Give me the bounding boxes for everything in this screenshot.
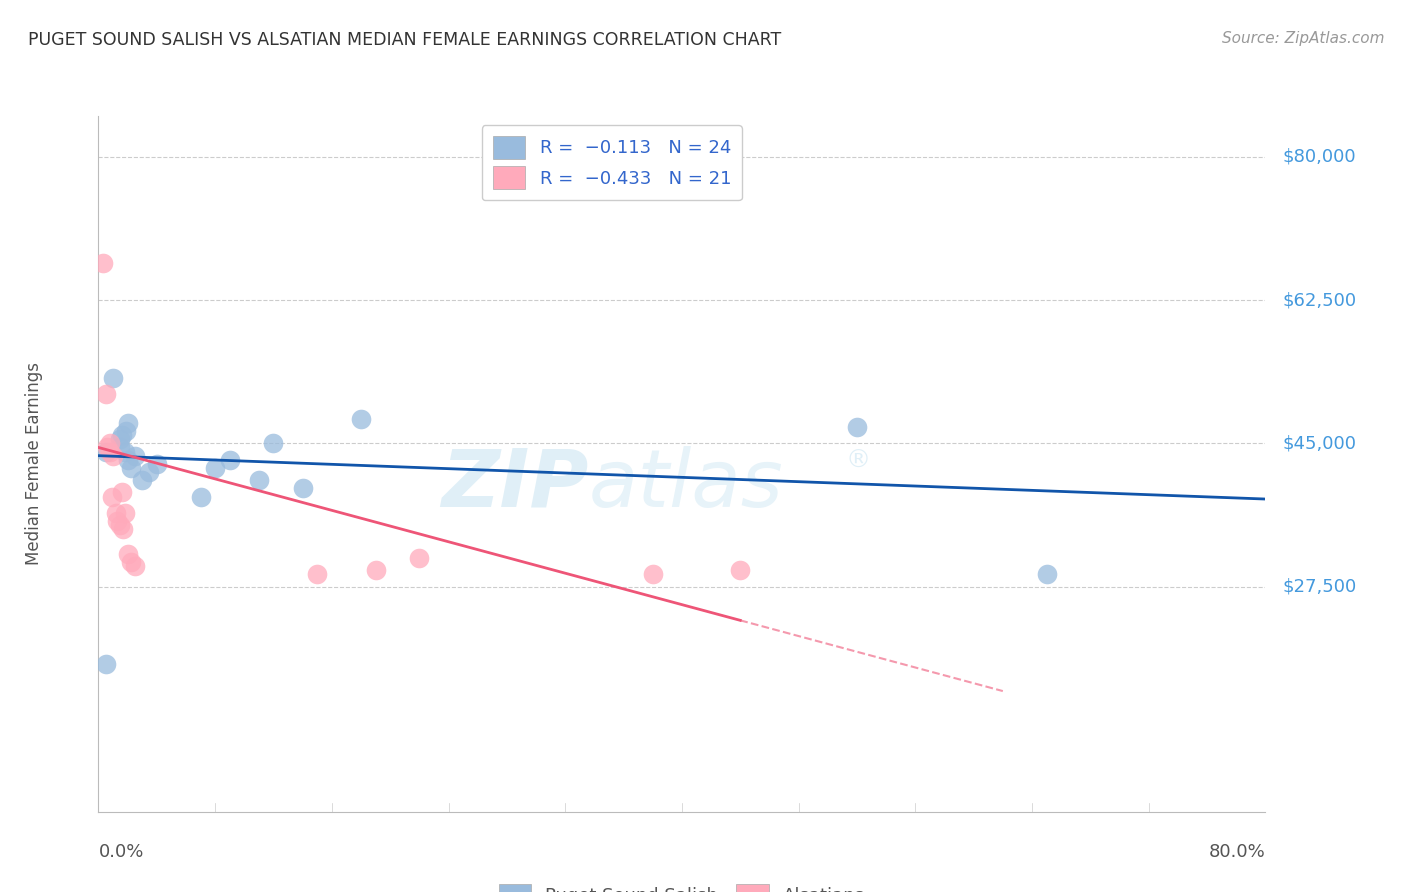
Text: $62,500: $62,500 <box>1282 291 1357 310</box>
Point <box>408 551 430 566</box>
Point <box>728 563 751 577</box>
Point <box>101 371 124 385</box>
Point <box>104 506 127 520</box>
Point <box>110 441 132 455</box>
Text: ®: ® <box>845 449 870 473</box>
Point <box>131 473 153 487</box>
Point <box>262 436 284 450</box>
Legend: Puget Sound Salish, Alsatians: Puget Sound Salish, Alsatians <box>488 873 876 892</box>
Text: atlas: atlas <box>589 446 783 524</box>
Text: 80.0%: 80.0% <box>1209 843 1265 861</box>
Point <box>117 547 139 561</box>
Point <box>120 555 142 569</box>
Point <box>111 428 134 442</box>
Text: Source: ZipAtlas.com: Source: ZipAtlas.com <box>1222 31 1385 46</box>
Point <box>98 436 121 450</box>
Text: ZIP: ZIP <box>441 446 589 524</box>
Text: $27,500: $27,500 <box>1282 578 1357 596</box>
Point <box>94 657 117 672</box>
Point <box>247 473 270 487</box>
Point <box>146 457 169 471</box>
Point <box>307 567 329 582</box>
Point <box>101 449 124 463</box>
Point <box>110 518 132 533</box>
Point <box>364 563 387 577</box>
Point <box>114 506 136 520</box>
Point <box>98 444 121 458</box>
Text: Median Female Earnings: Median Female Earnings <box>25 362 44 566</box>
Point <box>124 449 146 463</box>
Point <box>1035 567 1057 582</box>
Point <box>120 461 142 475</box>
Point <box>204 461 226 475</box>
Text: $80,000: $80,000 <box>1282 148 1357 166</box>
Point <box>96 441 118 455</box>
Point <box>218 452 240 467</box>
Point <box>110 432 132 446</box>
Point <box>91 256 114 270</box>
Text: 0.0%: 0.0% <box>98 843 143 861</box>
Point <box>291 482 314 496</box>
Text: PUGET SOUND SALISH VS ALSATIAN MEDIAN FEMALE EARNINGS CORRELATION CHART: PUGET SOUND SALISH VS ALSATIAN MEDIAN FE… <box>28 31 782 49</box>
Point <box>100 490 122 504</box>
Point <box>94 387 117 401</box>
Point <box>105 514 128 528</box>
Point <box>117 416 139 430</box>
Point <box>350 412 373 426</box>
Point <box>115 424 138 438</box>
Point <box>117 452 139 467</box>
Point <box>111 485 134 500</box>
Text: $45,000: $45,000 <box>1282 434 1357 452</box>
Point <box>641 567 664 582</box>
Point <box>190 490 212 504</box>
Point <box>94 444 117 458</box>
Point <box>845 420 868 434</box>
Point <box>138 465 160 479</box>
Point <box>114 444 136 458</box>
Point <box>124 559 146 574</box>
Point <box>112 522 135 536</box>
